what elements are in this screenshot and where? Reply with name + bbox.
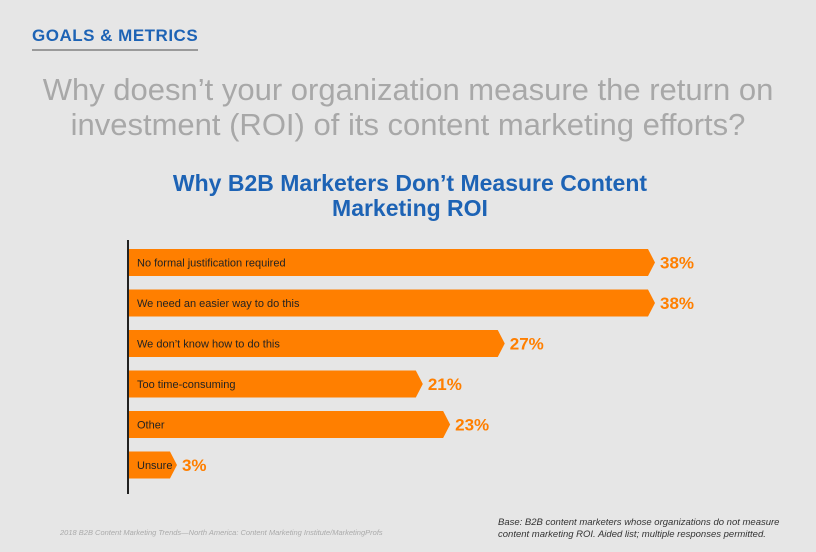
- bar: [129, 289, 655, 317]
- source-note: 2018 B2B Content Marketing Trends—North …: [60, 528, 383, 537]
- category-label: No formal justification required: [137, 258, 286, 270]
- data-label: 27%: [510, 335, 544, 354]
- bar: [129, 249, 655, 276]
- question-heading: Why doesn’t your organization measure th…: [42, 72, 774, 142]
- data-label: 3%: [182, 456, 207, 475]
- data-label: 23%: [455, 416, 489, 435]
- bar: [129, 451, 177, 479]
- category-label: Other: [137, 420, 165, 432]
- category-label: We need an easier way to do this: [137, 298, 300, 310]
- data-label: 38%: [660, 294, 694, 313]
- bar: [129, 411, 451, 438]
- bar: [129, 330, 505, 357]
- section-label: GOALS & METRICS: [32, 26, 199, 51]
- base-note: Base: B2B content marketers whose organi…: [498, 517, 779, 541]
- category-label: Too time-consuming: [137, 379, 235, 391]
- category-label: Unsure: [137, 460, 172, 472]
- data-label: 38%: [660, 254, 694, 273]
- base-note-line: Base: B2B content marketers whose organi…: [498, 517, 780, 528]
- chart-title: Why B2B Marketers Don’t Measure Content …: [172, 170, 648, 221]
- category-label: We don’t know how to do this: [137, 339, 280, 351]
- data-label: 21%: [428, 375, 462, 394]
- bar: [129, 370, 423, 398]
- base-note-line: content marketing ROI. Aided list; multi…: [498, 529, 766, 540]
